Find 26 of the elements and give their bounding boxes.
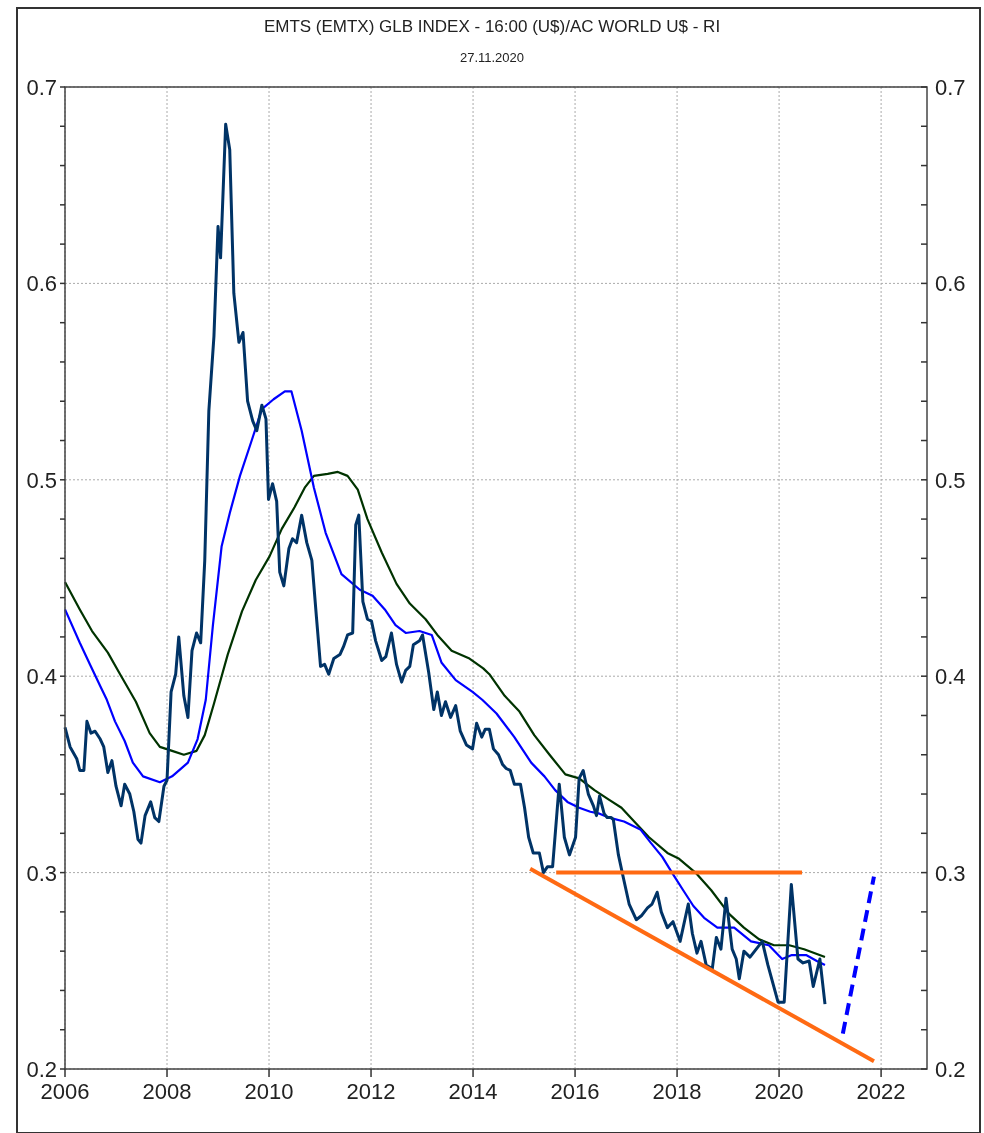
y-tick-label: 0.3: [26, 860, 57, 886]
y-tick-label: 0.5: [26, 467, 57, 493]
line-series: [63, 470, 827, 959]
x-tick-label: 2014: [448, 1079, 498, 1104]
y2-tick-label: 0.3: [935, 860, 966, 886]
x-tick-label: 2020: [754, 1079, 804, 1104]
y2-tick-label: 0.5: [935, 467, 966, 493]
x-tick-label: 2016: [550, 1079, 600, 1104]
y-tick-label: 0.7: [26, 75, 57, 100]
y2-tick-label: 0.4: [935, 664, 966, 690]
x-tick-label: 2008: [142, 1079, 192, 1104]
line-series: [63, 122, 827, 1006]
y2-tick-label: 0.6: [935, 271, 966, 297]
x-tick-label: 2012: [346, 1079, 396, 1104]
x-tick-label: 2022: [856, 1079, 906, 1104]
y-tick-label: 0.6: [26, 271, 57, 297]
y2-tick-label: 0.2: [935, 1057, 966, 1082]
y2-tick-label: 0.7: [935, 75, 966, 100]
x-tick-label: 2010: [244, 1079, 294, 1104]
x-tick-label: 2018: [652, 1079, 702, 1104]
line-series: [63, 390, 827, 967]
chart-title: EMTS (EMTX) GLB INDEX - 16:00 (U$)/AC WORLD U$ - RI: [263, 17, 721, 36]
y-tick-label: 0.2: [26, 1057, 57, 1082]
y-tick-label: 0.4: [26, 664, 57, 690]
x-tick-label: 2006: [40, 1079, 90, 1104]
chart-subtitle: 27.11.2020: [459, 50, 525, 65]
